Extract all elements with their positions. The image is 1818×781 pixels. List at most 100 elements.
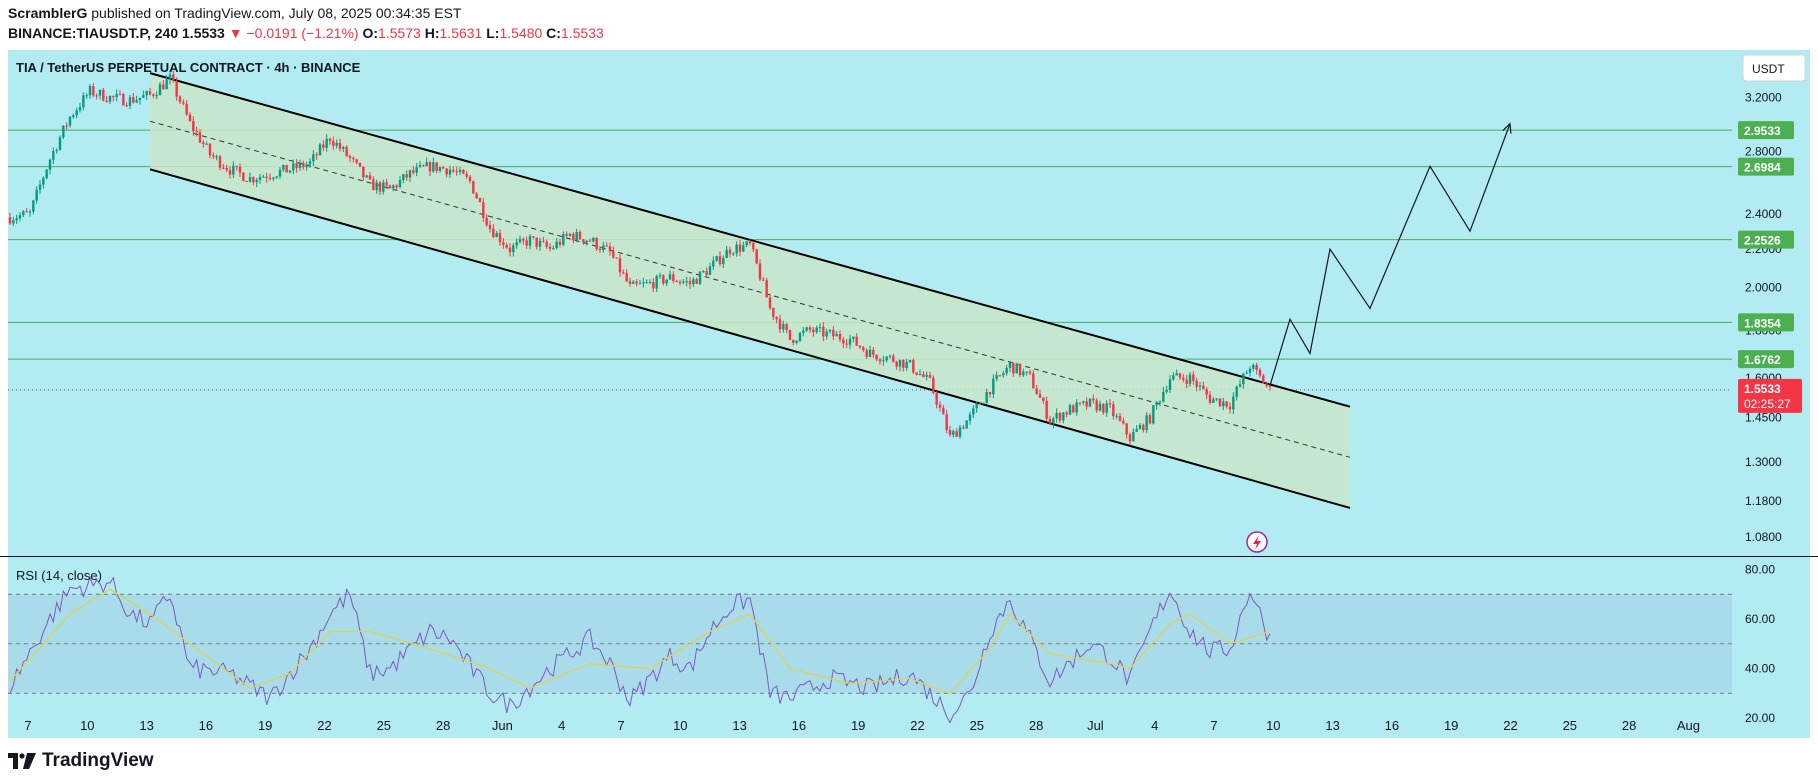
candle-body [1112,404,1115,417]
candle-body [858,345,862,348]
candle-body [108,96,112,102]
time-tick-label: 19 [851,718,865,733]
candle-body [1225,401,1228,407]
candle-body [1228,406,1232,410]
candle-body [1088,398,1092,407]
candle-body [48,159,52,170]
level-price-tag [1738,313,1794,332]
candle-body [828,330,832,332]
candle-body [452,169,455,172]
footer: TradingView [0,740,1818,781]
candle-body [822,326,825,337]
candle-body [758,263,762,280]
candle-body [602,245,605,251]
time-tick-label: 13 [139,718,153,733]
candle-body [898,359,902,367]
candle-body [308,161,312,165]
candle-body [798,332,802,341]
candle-body [335,142,338,146]
candle-body [592,238,595,242]
candle-body [492,228,495,238]
candlestick-series [8,70,1272,446]
candle-body [665,279,668,284]
candle-body [255,180,258,183]
candle-body [1062,412,1065,421]
candle-body [902,359,905,369]
currency-button[interactable]: USDT [1742,54,1806,82]
candle-body [465,173,468,177]
candle-body [1092,398,1095,401]
candle-body [155,95,158,97]
candle-body [302,162,305,168]
candle-body [585,240,588,243]
candle-body [1075,402,1078,413]
projection-arrowhead [1502,122,1512,134]
candle-body [115,93,118,97]
candle-body [525,240,528,246]
time-tick-label: 28 [1029,718,1043,733]
open-value: 1.5573 [378,25,421,41]
candle-body [208,143,212,156]
candle-body [635,281,638,284]
candle-body [1045,400,1048,419]
candle-body [1205,389,1208,395]
candle-body [372,179,375,191]
candle-body [1208,394,1212,403]
projection-path[interactable] [1269,122,1512,386]
level-price-label: 2.2526 [1744,234,1781,248]
candle-body [778,319,782,330]
time-tick-label: Jun [492,718,513,733]
currency-button-label[interactable]: USDT [1752,62,1785,76]
candle-body [42,177,45,185]
candle-body [142,95,145,98]
candle-body [175,80,178,97]
candle-body [342,147,345,149]
candle-body [415,166,418,173]
author-name[interactable]: ScramblerG [8,5,88,21]
candle-body [8,217,12,224]
candle-body [192,121,195,131]
candle-body [1012,362,1015,374]
candle-body [1072,405,1075,413]
price-axis[interactable]: 3.20002.80002.40002.20002.00001.80001.60… [1732,50,1802,738]
candle-body [148,91,152,95]
candle-body [58,137,62,150]
last-price-label: 1.5533 [1744,382,1781,396]
candle-body [692,279,695,285]
time-axis[interactable]: 7 10 13 16 19 22 25 28 Jun 4 7 10 13 16 19 22 25 28 Jul 4 7 1… [0,718,1818,740]
last-price-tag [1738,378,1802,413]
candle-body [1262,375,1265,384]
time-tick-label: Jul [1087,718,1104,733]
candle-body [385,182,388,186]
candle-body [135,100,138,103]
time-tick-label: 19 [1444,718,1458,733]
candle-body [518,238,522,243]
price-tick-label: 1.0800 [1745,530,1782,544]
candle-body [85,95,88,97]
candle-body [682,281,685,283]
candle-body [915,372,918,375]
candle-body [802,330,805,333]
candle-body [1145,415,1148,431]
rsi-tick-label: 60.00 [1745,612,1775,626]
currency-button-bg[interactable] [1742,54,1806,82]
candle-body [515,242,518,246]
candle-body [1178,373,1182,378]
candle-body [318,144,322,156]
candle-body [522,238,525,241]
candle-body [198,132,202,143]
candle-body [852,336,855,339]
candle-body [222,167,225,169]
lightning-icon[interactable] [1246,531,1268,553]
candle-body [1132,431,1135,442]
tradingview-logo[interactable]: TradingView [8,750,154,772]
candle-body [1245,372,1248,374]
chart-canvas[interactable]: 3.20002.80002.40002.20002.00001.80001.60… [0,48,1818,740]
candle-body [482,202,485,218]
candle-body [712,260,715,267]
candle-body [232,165,235,175]
candle-body [718,256,722,265]
rsi-tick-label: 20.00 [1745,711,1775,725]
candle-body [118,93,122,95]
candle-body [1125,423,1128,435]
